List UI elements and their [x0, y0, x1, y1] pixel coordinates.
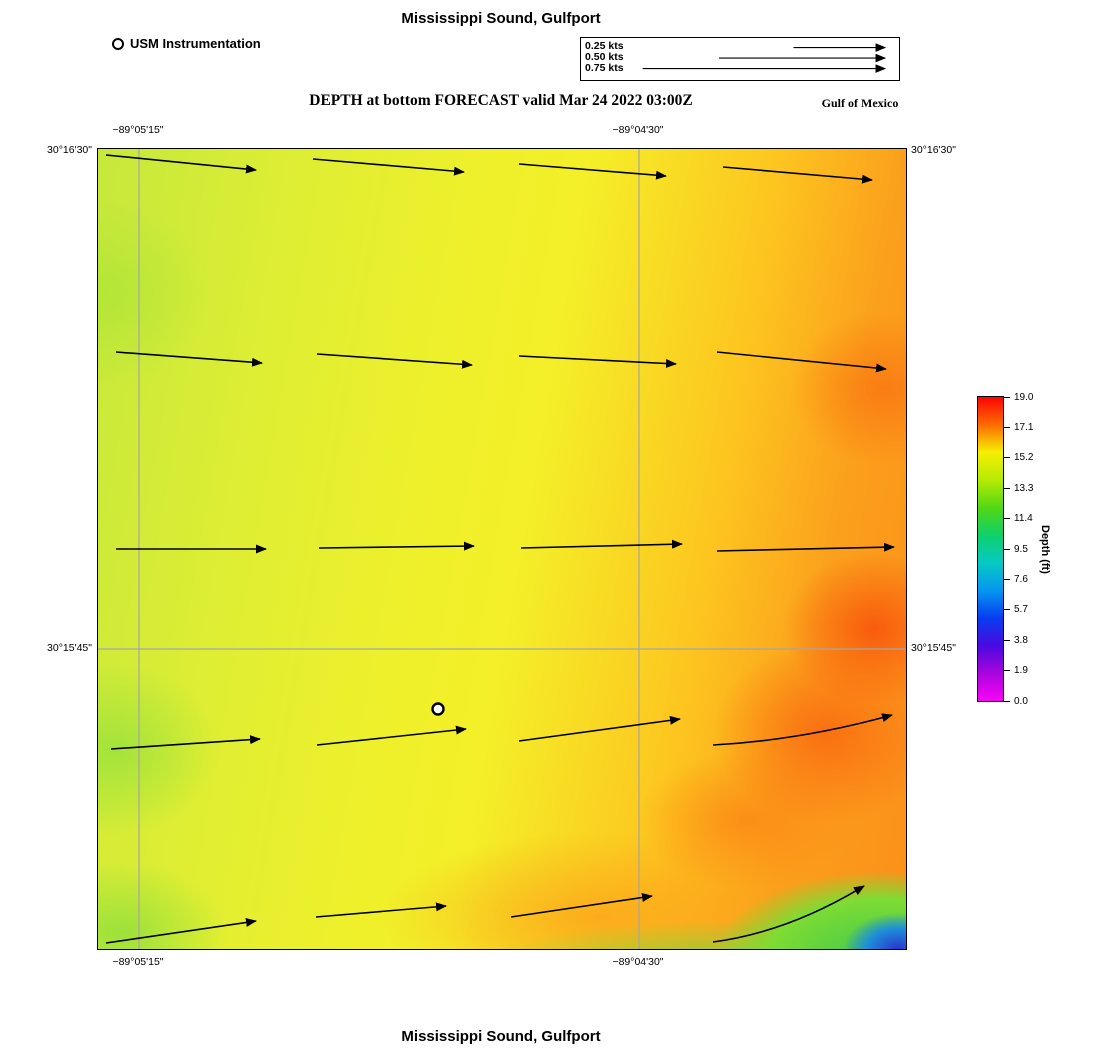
colorbar-tick-mark	[1004, 518, 1010, 520]
current-arrow	[716, 542, 895, 552]
colorbar: 19.0 17.1 15.2 13.3 11.4 9.5 7.6 5.7 3.8 1.9 0.0 D…	[977, 392, 1051, 707]
region-label: Gulf of Mexico	[821, 96, 899, 110]
colorbar-gradient	[977, 396, 1004, 702]
current-arrow	[316, 353, 473, 369]
station-circle-icon	[112, 37, 124, 50]
velocity-scale-legend: 0.25 kts 0.50 kts 0.75 kts	[580, 37, 900, 81]
colorbar-tick: 15.2	[1004, 452, 1034, 464]
colorbar-tick: 13.3	[1004, 482, 1034, 494]
velocity-legend-label-025: 0.25 kts	[585, 40, 624, 52]
figure-title-top: Mississippi Sound, Gulfport	[401, 10, 601, 27]
instrumentation-legend: USM Instrumentation	[112, 36, 261, 51]
colorbar-tick-label: 13.3	[1014, 482, 1034, 494]
current-arrow	[518, 163, 667, 180]
current-arrow	[312, 158, 465, 176]
velocity-legend-arrows	[642, 43, 887, 73]
instrumentation-label: USM Instrumentation	[130, 36, 261, 51]
colorbar-tick-label: 1.9	[1014, 665, 1028, 677]
colorbar-tick-label: 3.8	[1014, 634, 1028, 646]
colorbar-tick-label: 9.5	[1014, 543, 1028, 555]
lon-tick-bottom-west: −89°05'15"	[112, 956, 164, 968]
colorbar-ticks: 19.0 17.1 15.2 13.3 11.4 9.5 7.6 5.7 3.8 1.9 0.0	[1004, 392, 1054, 707]
current-arrow	[716, 351, 887, 373]
current-arrow	[316, 725, 467, 746]
current-arrow	[318, 541, 475, 551]
current-arrow	[518, 355, 677, 368]
current-arrow	[105, 154, 257, 174]
colorbar-tick-label: 5.7	[1014, 604, 1028, 616]
figure-title-bottom: Mississippi Sound, Gulfport	[401, 1028, 601, 1045]
colorbar-tick-mark	[1004, 609, 1010, 611]
lat-tick-left-south: 30°15'45"	[47, 642, 92, 654]
colorbar-tick: 0.0	[1004, 695, 1028, 707]
colorbar-tick-mark	[1004, 426, 1010, 428]
colorbar-tick-mark	[1004, 639, 1010, 641]
colorbar-tick: 9.5	[1004, 543, 1028, 555]
usm-station-marker	[431, 702, 445, 716]
colorbar-tick-label: 11.4	[1014, 513, 1033, 525]
velocity-legend-label-050: 0.50 kts	[585, 51, 624, 63]
current-arrow	[712, 713, 893, 746]
lat-tick-right-south: 30°15'45"	[911, 642, 956, 654]
colorbar-title: Depth (ft)	[1039, 524, 1051, 574]
colorbar-tick-label: 7.6	[1014, 573, 1028, 585]
colorbar-tick-mark	[1004, 670, 1010, 672]
current-arrow	[315, 902, 447, 918]
colorbar-tick: 19.0	[1004, 391, 1034, 403]
current-arrow	[518, 715, 681, 742]
current-arrow	[722, 166, 873, 184]
current-arrow	[105, 917, 257, 944]
lon-tick-top-west: −89°05'15"	[112, 124, 164, 136]
colorbar-tick-mark	[1004, 457, 1010, 459]
velocity-legend-label-075: 0.75 kts	[585, 62, 624, 74]
lat-tick-right-north: 30°16'30"	[911, 144, 956, 156]
map-overlay	[98, 149, 906, 949]
current-arrow	[510, 893, 653, 918]
colorbar-tick-label: 17.1	[1014, 421, 1034, 433]
lon-tick-bottom-east: −89°04'30"	[612, 956, 664, 968]
current-arrow	[110, 735, 261, 750]
current-arrow	[520, 539, 683, 549]
colorbar-tick: 17.1	[1004, 421, 1034, 433]
colorbar-tick: 1.9	[1004, 665, 1028, 677]
colorbar-tick-mark	[1004, 396, 1010, 398]
forecast-subtitle: DEPTH at bottom FORECAST valid Mar 24 20…	[309, 92, 693, 109]
current-arrow	[712, 885, 865, 943]
current-arrow	[115, 351, 263, 367]
colorbar-tick: 7.6	[1004, 573, 1028, 585]
colorbar-tick: 11.4	[1004, 513, 1033, 525]
lat-tick-left-north: 30°16'30"	[47, 144, 92, 156]
colorbar-tick-mark	[1004, 548, 1010, 550]
lon-tick-top-east: −89°04'30"	[612, 124, 664, 136]
colorbar-tick-label: 15.2	[1014, 452, 1034, 464]
colorbar-tick-mark	[1004, 700, 1010, 702]
colorbar-tick: 3.8	[1004, 634, 1028, 646]
colorbar-tick-label: 0.0	[1014, 695, 1028, 707]
colorbar-tick-label: 19.0	[1014, 391, 1034, 403]
colorbar-tick-mark	[1004, 487, 1010, 489]
depth-heatmap	[97, 148, 907, 950]
colorbar-tick: 5.7	[1004, 604, 1028, 616]
colorbar-tick-mark	[1004, 578, 1010, 580]
